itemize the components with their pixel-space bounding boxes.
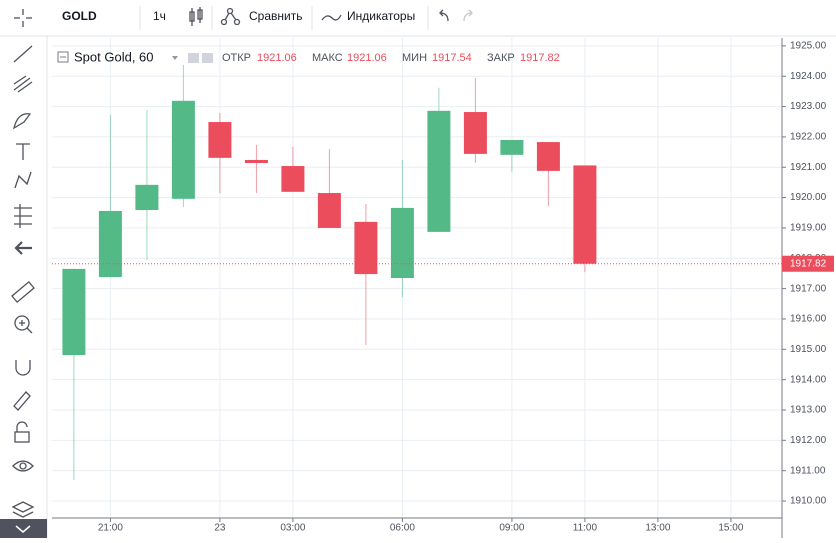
legend-value: 1921.06 <box>257 52 297 64</box>
settings-btn[interactable] <box>202 53 213 63</box>
y-tick-label: 1923.00 <box>790 101 827 112</box>
y-tick-label: 1912.00 <box>790 435 827 446</box>
candle-body <box>317 193 341 228</box>
legend-value: 1917.54 <box>432 52 472 64</box>
x-tick-label: 13:00 <box>645 523 670 534</box>
candle-body <box>390 207 414 278</box>
y-tick-label: 1914.00 <box>790 374 827 385</box>
candle-body <box>98 210 122 278</box>
candles <box>52 65 782 481</box>
y-tick-label: 1916.00 <box>790 314 827 325</box>
indicators-icon[interactable] <box>321 14 342 21</box>
candle-body <box>354 221 378 275</box>
candle-body <box>500 139 524 155</box>
top-bar <box>0 0 836 36</box>
redo[interactable] <box>463 9 473 22</box>
compare-icon[interactable] <box>220 7 241 26</box>
y-tick-label: 1913.00 <box>790 405 827 416</box>
candle-body <box>62 268 86 356</box>
y-tick-label: 1920.00 <box>790 192 827 203</box>
candle-body <box>171 100 195 199</box>
legend-label: ЗАКР <box>487 52 515 64</box>
candle-body <box>281 166 305 192</box>
candle-body <box>135 184 159 211</box>
collapse-icon <box>15 525 31 533</box>
candle-body <box>536 142 560 171</box>
y-tick-label: 1911.00 <box>790 465 826 476</box>
indicators[interactable]: Индикаторы <box>347 9 415 23</box>
legend-value: 1921.06 <box>347 52 387 64</box>
x-tick-label: 15:00 <box>718 523 743 534</box>
candle-body <box>573 165 597 264</box>
crosshair-icon[interactable] <box>14 9 32 27</box>
axis-labels: 1910.00 1911.00 1912.00 1913.00 1914.00 1915.… <box>98 41 834 534</box>
y-tick-label: 1915.00 <box>790 344 827 355</box>
x-tick-label: 03:00 <box>280 523 305 534</box>
symbol[interactable]: GOLD <box>62 9 97 23</box>
last-price-tag <box>782 255 834 272</box>
y-tick-label: 1917.00 <box>790 283 827 294</box>
candle-body <box>463 112 487 154</box>
compare[interactable]: Сравнить <box>249 9 302 23</box>
candle-body <box>427 110 451 232</box>
y-tick-label: 1924.00 <box>790 71 827 82</box>
x-tick-label: 21:00 <box>98 523 123 534</box>
visibility-btn[interactable] <box>188 53 199 63</box>
y-tick-label: 1919.00 <box>790 223 827 234</box>
interval[interactable]: 1ч <box>153 9 166 23</box>
x-tick-label: 09:00 <box>499 523 524 534</box>
candle-type-icon[interactable] <box>189 7 203 26</box>
y-tick-label: 1922.00 <box>790 132 827 143</box>
legend-label: МИН <box>402 52 427 64</box>
x-tick-label: 06:00 <box>390 523 415 534</box>
title-menu[interactable] <box>172 56 178 60</box>
chart-title: Spot Gold, 60 <box>74 49 154 64</box>
collapse[interactable] <box>0 519 47 538</box>
candle-body <box>244 159 268 164</box>
collapse-legend[interactable] <box>57 51 69 63</box>
y-tick-label: 1910.00 <box>790 496 827 507</box>
y-tick-label: 1925.00 <box>790 41 827 52</box>
legend-value: 1917.82 <box>520 52 560 64</box>
candle-body <box>208 122 232 158</box>
x-tick-label: 23 <box>214 523 226 534</box>
legend-label: МАКС <box>312 52 343 64</box>
legend-label: ОТКР <box>222 52 251 64</box>
y-tick-label: 1921.00 <box>790 162 827 173</box>
x-tick-label: 11:00 <box>573 523 598 534</box>
undo[interactable] <box>439 9 449 22</box>
last-price-label: 1917.82 <box>790 258 827 269</box>
drawing-tools[interactable] <box>11 45 35 518</box>
